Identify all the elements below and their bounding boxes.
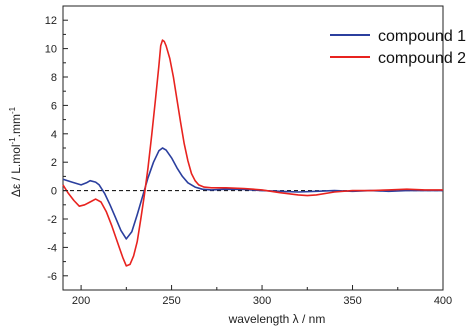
x-tick-label-200: 200 [72, 295, 90, 307]
series-line-compound-1 [62, 147, 443, 240]
y-tick-label--6: -6 [47, 271, 57, 283]
y-axis-label: Δε / L.mol-1.mm-1 [8, 106, 23, 197]
legend-label-compound-1: compound 1 [378, 28, 466, 45]
y-tick-label-10: 10 [45, 44, 57, 56]
y-tick-label--2: -2 [47, 214, 57, 226]
y-tick-label-2: 2 [51, 157, 57, 169]
y-tick-label-0: 0 [51, 186, 57, 198]
y-tick-label-12: 12 [45, 15, 57, 27]
x-tick-label-300: 300 [253, 295, 271, 307]
y-tick-label-8: 8 [51, 72, 57, 84]
x-axis-ticks: 200 250 300 350 400 [72, 285, 452, 307]
y-tick-label-6: 6 [51, 100, 57, 112]
y-tick-label-4: 4 [51, 129, 57, 141]
legend: compound 1 compound 2 [330, 28, 466, 67]
y-tick-label--4: -4 [47, 242, 57, 254]
legend-label-compound-2: compound 2 [378, 50, 466, 67]
y-axis-ticks: -6 -4 -2 0 2 4 6 8 10 12 [45, 5, 68, 291]
x-tick-label-250: 250 [162, 295, 180, 307]
x-tick-label-400: 400 [434, 295, 452, 307]
x-tick-label-350: 350 [343, 295, 361, 307]
x-axis-label: wavelength λ / nm [228, 312, 326, 326]
series-line-compound-2 [62, 39, 443, 267]
series-group [62, 39, 443, 267]
